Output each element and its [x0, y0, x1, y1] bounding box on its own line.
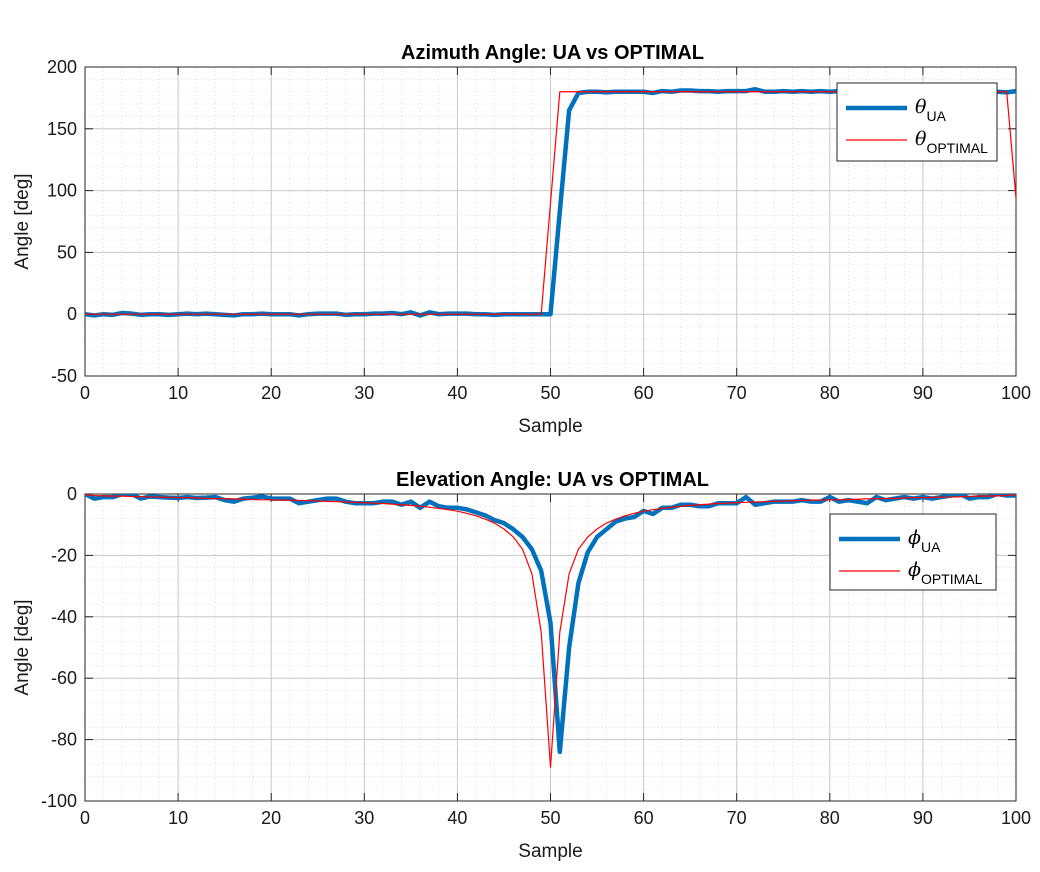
y-tick-label: -40 — [51, 607, 77, 627]
x-tick-label: 10 — [168, 808, 188, 828]
chart-title: Elevation Angle: UA vs OPTIMAL — [396, 469, 709, 491]
x-tick-label: 80 — [820, 808, 840, 828]
y-tick-label: -20 — [51, 545, 77, 565]
y-tick-label: 50 — [57, 242, 77, 262]
x-tick-label: 0 — [80, 383, 90, 403]
y-axis-label: Angle [deg] — [12, 599, 33, 695]
series-line-optimal — [85, 494, 1016, 768]
x-tick-label: 10 — [168, 383, 188, 403]
y-tick-label: -80 — [51, 730, 77, 750]
y-tick-label: -100 — [41, 791, 77, 811]
plot-azimuth: 0 10 20 30 40 50 60 70 80 90 100-50050100150200Azi… — [12, 42, 1031, 437]
x-tick-label: 60 — [634, 383, 654, 403]
legend-subscript: OPTIMAL — [926, 140, 988, 156]
x-axis-label: Sample — [518, 416, 582, 437]
x-tick-label: 20 — [261, 808, 281, 828]
legend-subscript: UA — [921, 539, 941, 555]
x-tick-label: 80 — [820, 383, 840, 403]
x-tick-label: 100 — [1001, 383, 1031, 403]
legend-box — [836, 82, 998, 162]
y-axis-label: Angle [deg] — [12, 173, 33, 269]
plot-elevation: 0 10 20 30 40 50 60 70 80 90 100 -100 -80 -60 -40 -20 0 E… — [12, 469, 1031, 862]
x-tick-label: 20 — [261, 383, 281, 403]
legend-subscript: UA — [926, 108, 946, 124]
tick-marks — [84, 493, 1017, 802]
y-tick-label: 100 — [47, 181, 77, 201]
x-tick-label: 70 — [727, 808, 747, 828]
x-tick-label: 0 — [80, 808, 90, 828]
x-tick-label: 40 — [447, 383, 467, 403]
y-tick-label: 0 — [67, 304, 77, 324]
tick-marks — [84, 66, 1017, 377]
x-tick-label: 70 — [727, 383, 747, 403]
x-tick-label: 30 — [354, 383, 374, 403]
legend-subscript: OPTIMAL — [921, 571, 983, 587]
x-tick-label: 30 — [354, 808, 374, 828]
x-tick-label: 60 — [634, 808, 654, 828]
x-tick-label: 100 — [1001, 808, 1031, 828]
x-tick-label: 40 — [447, 808, 467, 828]
x-tick-label: 90 — [913, 808, 933, 828]
legend-label-optimal: θOPTIMAL — [915, 128, 988, 156]
x-axis-label: Sample — [518, 841, 582, 862]
y-tick-label: 200 — [47, 57, 77, 77]
y-tick-label: 0 — [67, 484, 77, 504]
legend-box — [829, 513, 997, 591]
x-tick-label: 50 — [540, 808, 560, 828]
x-tick-label: 90 — [913, 383, 933, 403]
y-tick-label: -60 — [51, 668, 77, 688]
y-tick-label: -50 — [51, 366, 77, 386]
chart-title: Azimuth Angle: UA vs OPTIMAL — [401, 42, 704, 64]
x-tick-label: 50 — [540, 383, 560, 403]
y-tick-label: 150 — [47, 119, 77, 139]
